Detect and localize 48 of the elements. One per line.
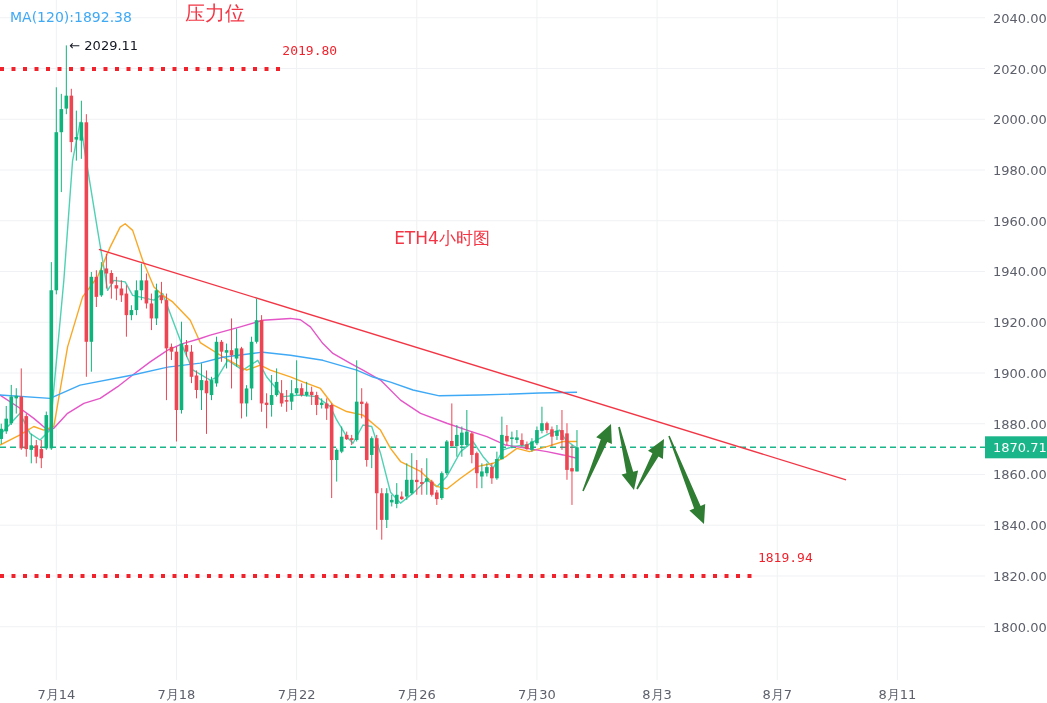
candlestick xyxy=(289,379,294,411)
y-tick-label: 1960.00 xyxy=(993,213,1047,229)
y-tick-label: 1900.00 xyxy=(993,365,1047,381)
candlestick xyxy=(104,253,109,289)
y-tick-label: 1840.00 xyxy=(993,518,1047,534)
candlestick xyxy=(505,424,509,446)
x-tick-label: 7月22 xyxy=(277,687,316,702)
candlestick xyxy=(369,435,374,469)
x-tick-label: 7月14 xyxy=(37,687,76,702)
candlestick xyxy=(0,423,4,445)
y-tick-label: 1800.00 xyxy=(993,619,1047,635)
annotation: 2019.80 xyxy=(282,43,338,59)
candlestick xyxy=(394,482,399,509)
candlestick xyxy=(424,457,429,496)
candlestick xyxy=(29,433,34,464)
candlestick xyxy=(74,110,79,162)
candlestick xyxy=(495,451,499,481)
y-tick-label: 1820.00 xyxy=(993,568,1047,584)
ref-line-label: 1870.71 xyxy=(993,440,1047,456)
y-tick-label: 1860.00 xyxy=(993,467,1047,483)
y-tick-label: 1880.00 xyxy=(993,416,1047,432)
text: MA(120):1892.38 xyxy=(10,9,132,25)
candlestick xyxy=(450,402,454,448)
x-tick-label: 7月18 xyxy=(157,687,196,702)
y-tick-label: 1940.00 xyxy=(993,264,1047,280)
candlestick xyxy=(224,343,229,369)
candlestick xyxy=(409,452,414,496)
candlestick xyxy=(324,397,329,421)
candlestick xyxy=(414,459,419,496)
y-tick-label: 1980.00 xyxy=(993,163,1047,178)
annotation: ETH4小时图 xyxy=(394,228,490,248)
x-tick-label: 8月7 xyxy=(762,687,793,702)
annotation: 1819.94 xyxy=(757,550,813,566)
candlestick xyxy=(555,424,559,441)
y-tick-label: 1920.00 xyxy=(993,315,1047,331)
annotation: 压力位 xyxy=(185,1,245,25)
x-tick-label: 8月11 xyxy=(878,687,917,702)
annotation: ← 2029.11 xyxy=(69,38,139,54)
x-tick-label: 8月3 xyxy=(642,687,672,702)
candlestick xyxy=(34,439,39,464)
candlestick xyxy=(419,467,424,496)
y-tick-label: 2000.00 xyxy=(993,112,1047,128)
y-tick-label: 2040.00 xyxy=(993,10,1047,26)
x-tick-label: 7月30 xyxy=(518,687,556,702)
candlestick xyxy=(490,462,494,485)
y-tick-label: 2020.00 xyxy=(993,61,1047,77)
x-tick-label: 7月26 xyxy=(397,687,436,702)
candlestick xyxy=(284,389,289,413)
